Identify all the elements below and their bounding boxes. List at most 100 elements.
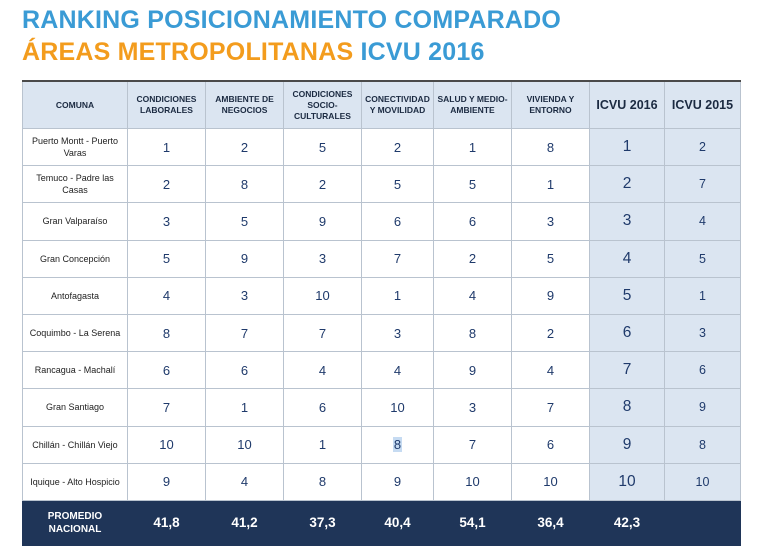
promedio-value: 40,4: [361, 499, 434, 546]
highlighted-value: 8: [392, 437, 403, 453]
table-cell: 10: [361, 388, 434, 427]
page-title: RANKING POSICIONAMIENTO COMPARADO ÁREAS …: [22, 4, 561, 68]
table-cell: 10: [511, 462, 590, 501]
comuna-cell: Rancagua - Machalí: [22, 351, 128, 390]
header-comuna: COMUNA: [22, 80, 128, 129]
icvu-2015-cell: 8: [664, 425, 741, 464]
table-cell: 6: [283, 388, 362, 427]
promedio-value: 42,3: [589, 499, 665, 546]
table-cell: 2: [433, 239, 512, 278]
promedio-label: PROMEDIO NACIONAL: [22, 499, 128, 546]
table-row: Coquimbo - La Serena 8 7 7 3 8 2 6 3: [22, 313, 741, 353]
title-line-1: RANKING POSICIONAMIENTO COMPARADO: [22, 6, 562, 34]
title-icvu: ICVU 2016: [360, 38, 485, 66]
header-row: COMUNA CONDICIONES LABORALES AMBIENTE DE…: [22, 80, 741, 129]
table-row: Temuco - Padre las Casas 2 8 2 5 5 1 2 7: [22, 165, 741, 204]
table-row: Gran Valparaíso 3 5 9 6 6 3 3 4: [22, 202, 741, 241]
table-cell: 2: [283, 165, 362, 204]
table-cell: 4: [205, 462, 284, 501]
table-cell: 9: [205, 239, 284, 278]
table-cell: 7: [283, 313, 362, 353]
header-icvu-2015: ICVU 2015: [664, 80, 741, 129]
table-cell: 3: [433, 388, 512, 427]
icvu-2015-cell: 3: [664, 313, 741, 353]
icvu-2016-cell: 1: [589, 127, 665, 167]
icvu-2015-cell: 1: [664, 276, 741, 315]
icvu-2015-cell: 7: [664, 165, 741, 204]
table-cell: 3: [283, 239, 362, 278]
table-cell: 7: [361, 239, 434, 278]
promedio-value: 37,3: [283, 499, 362, 546]
table-cell: 10: [433, 462, 512, 501]
icvu-2015-cell: 10: [664, 462, 741, 501]
table-cell: 4: [511, 351, 590, 390]
header-icvu-2016: ICVU 2016: [589, 80, 665, 129]
table-cell: 5: [205, 202, 284, 241]
table-row: Chillán - Chillán Viejo 10 10 1 8 7 6 9 …: [22, 425, 741, 464]
header-conectividad: CONECTIVIDAD Y MOVILIDAD: [361, 80, 434, 129]
table-cell: 8: [205, 165, 284, 204]
table-row: Gran Concepción 5 9 3 7 2 5 4 5: [22, 239, 741, 278]
table-cell: 1: [127, 127, 206, 167]
header-condiciones-socioculturales: CONDICIONES SOCIO-CULTURALES: [283, 80, 362, 129]
table-cell: 7: [511, 388, 590, 427]
icvu-2015-cell: 4: [664, 202, 741, 241]
table-cell: 4: [361, 351, 434, 390]
table-cell: 2: [205, 127, 284, 167]
table-cell: 5: [127, 239, 206, 278]
icvu-2016-cell: 3: [589, 202, 665, 241]
comuna-cell: Antofagasta: [22, 276, 128, 315]
promedio-row: PROMEDIO NACIONAL 41,8 41,2 37,3 40,4 54…: [22, 499, 741, 546]
table-cell: 9: [127, 462, 206, 501]
comuna-cell: Iquique - Alto Hospicio: [22, 462, 128, 501]
table-cell: 3: [361, 313, 434, 353]
icvu-2015-cell: 5: [664, 239, 741, 278]
title-areas: ÁREAS METROPOLITANAS: [22, 38, 354, 66]
table-cell: 10: [205, 425, 284, 464]
table-cell: 5: [511, 239, 590, 278]
icvu-2016-cell: 8: [589, 388, 665, 427]
header-ambiente-negocios: AMBIENTE DE NEGOCIOS: [205, 80, 284, 129]
comuna-cell: Chillán - Chillán Viejo: [22, 425, 128, 464]
table-cell: 4: [283, 351, 362, 390]
table-cell: 6: [361, 202, 434, 241]
table-cell: 3: [511, 202, 590, 241]
promedio-value: 36,4: [511, 499, 590, 546]
table-cell: 9: [361, 462, 434, 501]
header-condiciones-laborales: CONDICIONES LABORALES: [127, 80, 206, 129]
table-cell: 1: [361, 276, 434, 315]
table-cell: 6: [433, 202, 512, 241]
table-cell: 8: [511, 127, 590, 167]
table-cell: 10: [127, 425, 206, 464]
table-cell: 6: [127, 351, 206, 390]
table-row: Antofagasta 4 3 10 1 4 9 5 1: [22, 276, 741, 315]
table-cell: 4: [433, 276, 512, 315]
header-salud-medioambiente: SALUD Y MEDIO-AMBIENTE: [433, 80, 512, 129]
table-cell: 9: [511, 276, 590, 315]
table-cell: 8: [361, 425, 434, 464]
table-cell: 9: [433, 351, 512, 390]
icvu-2016-cell: 4: [589, 239, 665, 278]
comuna-cell: Gran Concepción: [22, 239, 128, 278]
ranking-table: COMUNA CONDICIONES LABORALES AMBIENTE DE…: [22, 80, 741, 546]
table-cell: 2: [361, 127, 434, 167]
table-row: Gran Santiago 7 1 6 10 3 7 8 9: [22, 388, 741, 427]
comuna-cell: Gran Santiago: [22, 388, 128, 427]
table-cell: 4: [127, 276, 206, 315]
icvu-2016-cell: 10: [589, 462, 665, 501]
table-cell: 8: [433, 313, 512, 353]
icvu-2016-cell: 5: [589, 276, 665, 315]
table-cell: 7: [205, 313, 284, 353]
table-cell: 5: [283, 127, 362, 167]
table-cell: 6: [205, 351, 284, 390]
table-cell: 1: [433, 127, 512, 167]
table-cell: 8: [127, 313, 206, 353]
table-cell: 3: [127, 202, 206, 241]
icvu-2016-cell: 6: [589, 313, 665, 353]
comuna-cell: Gran Valparaíso: [22, 202, 128, 241]
comuna-cell: Puerto Montt - Puerto Varas: [22, 127, 128, 167]
icvu-2015-cell: 6: [664, 351, 741, 390]
icvu-2016-cell: 9: [589, 425, 665, 464]
icvu-2016-cell: 7: [589, 351, 665, 390]
table-cell: 2: [511, 313, 590, 353]
